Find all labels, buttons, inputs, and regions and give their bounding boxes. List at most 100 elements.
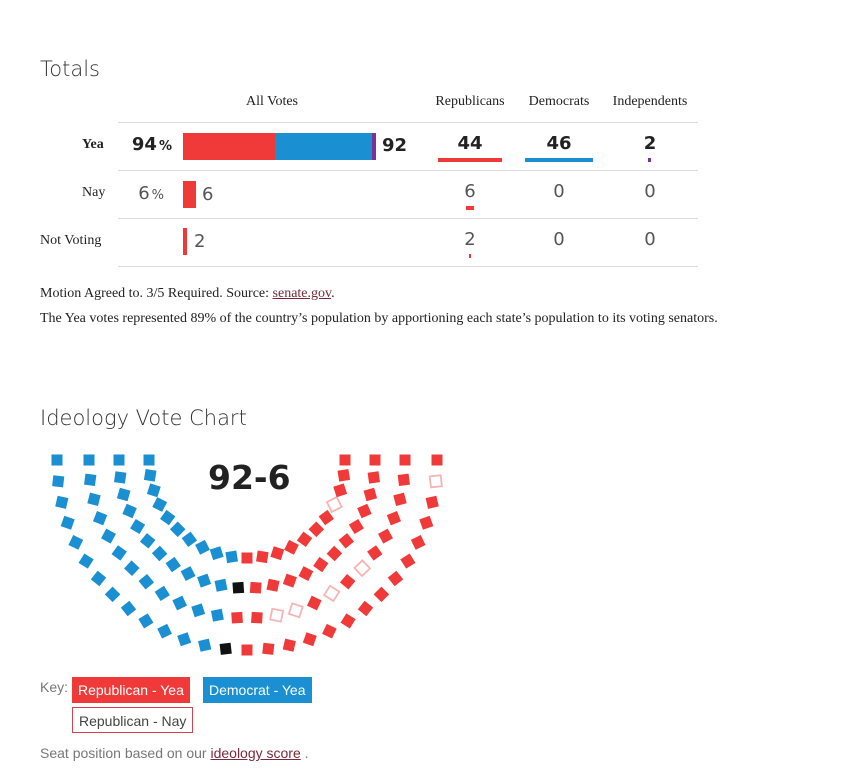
nay-bar-republican — [183, 181, 196, 208]
seat-democrat-yea — [52, 475, 65, 488]
not-voting-democrats: 0 — [553, 229, 565, 250]
seat-democrat-yea — [116, 487, 131, 502]
seat-republican-yea — [251, 611, 263, 624]
seat-democrat-yea — [181, 531, 198, 547]
nay-count: 6 — [202, 184, 214, 205]
seat-democrat-yea — [122, 503, 137, 519]
seat-democrat-yea — [92, 511, 108, 526]
seat-republican-nay — [428, 474, 443, 489]
seat-democrat-yea — [120, 600, 137, 617]
seat-democrat-yea — [130, 518, 146, 535]
seat-republican-yea — [282, 638, 296, 652]
seat-democrat-yea — [143, 454, 155, 466]
seat-republican-yea — [419, 515, 434, 530]
seat-republican-yea — [431, 454, 443, 466]
seat-republican-yea — [337, 469, 351, 482]
seat-republican-yea — [357, 503, 372, 519]
seat-republican-yea — [270, 546, 285, 561]
seat-democrat-yea — [68, 535, 84, 550]
seat-democrat-yea — [197, 573, 212, 588]
seat-democrat-yea — [151, 545, 168, 562]
seat-republican-yea — [282, 573, 297, 588]
seat-republican-yea — [400, 553, 416, 569]
seat-democrat-yea — [160, 509, 176, 526]
seat-democrat-yea — [214, 578, 228, 592]
seat-democrat-yea — [177, 632, 192, 647]
seat-republican-yea — [348, 518, 364, 535]
seat-democrat-yea — [87, 492, 101, 506]
seat-republican-yea — [410, 535, 426, 550]
nay-independents: 0 — [644, 181, 656, 202]
seat-republican-yea — [326, 545, 343, 562]
yea-party-bar-democrat — [525, 158, 593, 162]
seat-republican-yea — [322, 623, 337, 639]
seat-democrat-yea — [113, 454, 125, 466]
seat-republican-yea — [302, 632, 317, 647]
seat-republican-nay — [269, 607, 285, 623]
key-republican-yea: Republican - Yea — [72, 677, 190, 703]
seat-democrat-yea — [195, 539, 210, 555]
seat-republican-yea — [399, 454, 411, 466]
seat-democrat-yea — [51, 454, 63, 466]
seat-democrat-yea — [172, 595, 188, 611]
vote-score: 92-6 — [208, 458, 291, 497]
totals-title: Totals — [40, 57, 100, 81]
yea-bar-republican — [183, 133, 276, 160]
header-independents: Independents — [612, 94, 688, 109]
seat-republican-yea — [306, 595, 322, 611]
row-label-nay: Nay — [82, 185, 106, 200]
seat-democrat-yea — [180, 566, 196, 582]
seat-republican-yea — [340, 613, 356, 629]
header-republicans: Republicans — [435, 94, 505, 109]
yea-party-bar-republican — [438, 158, 502, 162]
seat-republican-yea — [367, 545, 383, 561]
yea-republicans: 44 — [457, 133, 483, 154]
seat-republican-yea — [284, 539, 299, 555]
seat-republican-yea — [393, 492, 407, 506]
seat-democrat-yea — [143, 469, 157, 482]
nay-democrats: 0 — [553, 181, 565, 202]
seat-democrat-yea — [138, 573, 155, 590]
seat-republican-yea — [363, 487, 378, 502]
seat-democrat-yea — [154, 585, 170, 601]
seat-democrat-yea — [111, 545, 127, 561]
seat-republican-yea — [308, 521, 325, 538]
row-divider — [118, 170, 698, 171]
seat-democrat-yea — [191, 603, 206, 618]
nay-percent: 6% — [138, 183, 164, 204]
yea-democrats: 46 — [546, 133, 572, 154]
row-divider — [118, 218, 698, 219]
seat-democrat-yea — [90, 570, 107, 587]
seat-democrat-yea — [101, 528, 116, 544]
senate-gov-link[interactable]: senate.gov — [272, 286, 332, 301]
seat-democrat-yea — [114, 471, 127, 484]
key-republican-nay: Republican - Nay — [72, 707, 194, 733]
seat-republican-yea — [378, 528, 393, 544]
seat-republican-yea — [373, 586, 390, 603]
seat-democrat-yea — [60, 515, 75, 530]
seat-republican-nay — [287, 602, 304, 619]
yea-count: 92 — [382, 135, 408, 156]
seat-democrat-yea — [104, 586, 121, 603]
seat-democrat-yea — [198, 638, 212, 652]
yea-bar-democrat — [275, 133, 372, 160]
yea-bar-independent — [372, 133, 376, 160]
seat-democrat-yea — [55, 495, 69, 509]
not-voting-independents: 0 — [644, 229, 656, 250]
ideology-score-link[interactable]: ideology score — [210, 745, 301, 761]
seat-republican-yea — [339, 454, 351, 466]
row-divider — [118, 122, 698, 123]
seat-republican-yea — [369, 454, 381, 466]
seat-republican-yea — [296, 531, 313, 547]
seat-republican-yea — [241, 644, 253, 656]
seat-republican-yea — [338, 533, 355, 549]
yea-percent: 94% — [131, 134, 172, 155]
seat-democrat-yea — [138, 613, 154, 629]
row-divider — [118, 266, 698, 267]
seat-democrat-yea — [124, 560, 140, 576]
seat-democrat-yea — [146, 483, 161, 498]
seat-republican-yea — [298, 566, 314, 582]
seat-republican-yea — [256, 550, 269, 564]
yea-independents: 2 — [643, 133, 657, 154]
seat-democrat-yea — [225, 550, 238, 564]
